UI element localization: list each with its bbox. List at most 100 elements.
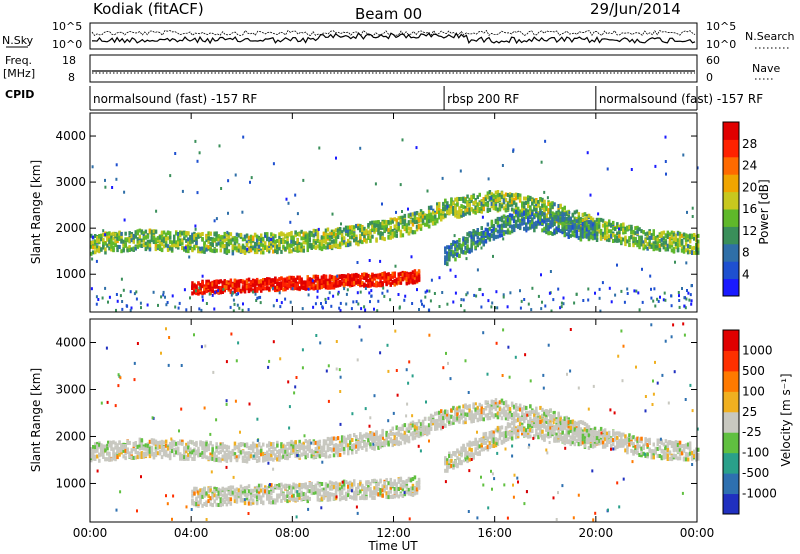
power-cell	[525, 211, 528, 216]
power-cell	[304, 238, 307, 243]
power-cell	[417, 218, 421, 223]
power-cell	[191, 237, 194, 242]
power-cell	[207, 239, 210, 244]
power-cell	[543, 199, 546, 204]
velocity-cell	[314, 454, 318, 459]
power-cell	[648, 238, 651, 243]
power-cell	[247, 239, 251, 244]
power-cell	[207, 282, 210, 287]
power-cell	[690, 235, 694, 240]
velocity-cell	[367, 433, 370, 438]
power-cell	[690, 284, 693, 288]
power-cell	[227, 284, 231, 289]
power-cell	[405, 228, 409, 233]
power-cell	[355, 280, 358, 285]
power-cell	[359, 233, 362, 238]
nave-tick-high: 60	[706, 54, 720, 67]
power-cell	[401, 272, 405, 277]
power-cell	[487, 299, 490, 303]
power-cell	[401, 215, 405, 220]
power-cell	[306, 237, 309, 242]
velocity-cell	[262, 456, 265, 461]
power-cell	[237, 279, 241, 284]
power-cell	[399, 219, 403, 223]
power-cell	[268, 248, 271, 253]
power-cell	[276, 239, 279, 243]
power-cell	[340, 241, 344, 246]
power-cell	[630, 227, 633, 231]
power-cell	[270, 238, 273, 241]
power-cell	[288, 281, 291, 286]
velocity-cell	[460, 415, 463, 420]
velocity-cell	[132, 447, 135, 452]
power-cell	[300, 242, 303, 247]
power-cell	[257, 241, 261, 246]
power-cell	[425, 217, 429, 222]
velocity-cell	[421, 427, 425, 432]
power-cell	[241, 249, 245, 254]
power-cell	[448, 257, 451, 262]
velocity-cell	[359, 435, 362, 440]
power-cell	[630, 168, 633, 171]
velocity-cell	[150, 438, 154, 443]
power-cell	[527, 212, 530, 217]
power-cell	[624, 230, 627, 235]
power-cell	[191, 232, 194, 237]
power-cell	[458, 197, 461, 201]
power-cell	[546, 196, 549, 200]
velocity-cell	[201, 455, 204, 459]
power-cell	[506, 218, 510, 223]
power-cell	[464, 250, 467, 255]
power-cell	[207, 279, 210, 284]
velocity-cell	[262, 458, 265, 463]
power-cell	[385, 220, 388, 224]
velocity-cell	[124, 451, 127, 456]
power-cell	[569, 225, 572, 229]
power-cell	[421, 219, 425, 224]
power-cell	[573, 223, 577, 228]
power-cell	[128, 245, 131, 250]
power-cell	[565, 232, 568, 237]
power-cell	[490, 221, 494, 226]
power-cell	[236, 303, 239, 307]
power-cell	[191, 281, 194, 286]
power-cell	[94, 239, 97, 244]
nsky-label: N.Sky	[2, 34, 34, 47]
power-cell	[194, 289, 197, 293]
power-cell	[98, 238, 101, 243]
power-cell	[624, 226, 627, 231]
power-cell	[365, 278, 368, 283]
velocity-cell	[411, 420, 415, 425]
power-cell	[318, 278, 322, 283]
velocity-cell	[429, 427, 433, 431]
power-cell	[332, 229, 336, 234]
velocity-cell	[213, 454, 216, 459]
power-cell	[264, 246, 267, 250]
power-cell	[241, 286, 245, 291]
power-cell	[219, 248, 222, 253]
power-cell	[389, 229, 392, 234]
velocity-cell	[385, 439, 388, 444]
power-cell	[518, 218, 522, 223]
power-cell	[658, 247, 662, 252]
power-cell	[223, 281, 226, 286]
velocity-cell	[160, 443, 164, 448]
power-cell	[453, 234, 456, 238]
power-cell	[213, 219, 216, 223]
power-cell	[641, 267, 643, 271]
power-cell	[126, 248, 129, 253]
power-cell	[585, 221, 589, 226]
power-cell	[272, 278, 275, 283]
power-cell	[207, 284, 210, 289]
power-cell	[490, 196, 493, 200]
power-cell	[179, 239, 182, 244]
power-cell	[128, 238, 131, 243]
power-cell	[537, 219, 540, 224]
power-cell	[656, 234, 659, 239]
velocity-cell	[118, 440, 121, 445]
power-cell	[363, 276, 366, 280]
power-cell	[235, 239, 239, 244]
velocity-cell	[142, 451, 146, 456]
power-cell	[397, 226, 400, 231]
